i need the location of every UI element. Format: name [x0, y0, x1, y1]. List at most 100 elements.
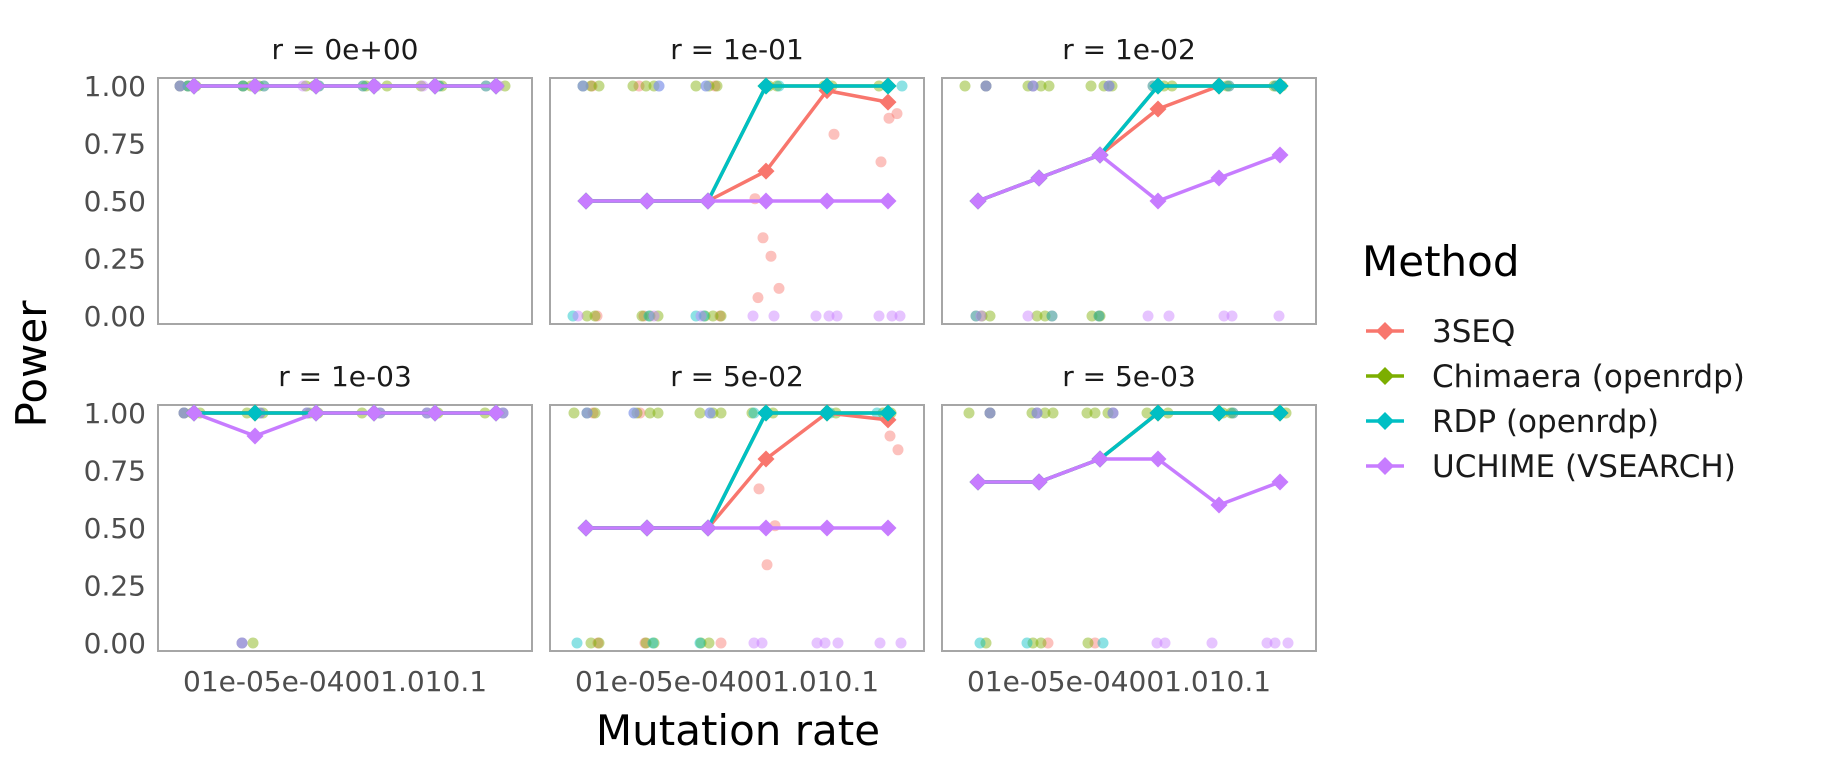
jitter-point	[748, 407, 760, 419]
jitter-point	[773, 282, 785, 294]
jitter-point	[178, 407, 190, 419]
jitter-point	[247, 637, 259, 649]
jitter-point	[1042, 637, 1054, 649]
jitter-point	[581, 407, 593, 419]
jitter-point	[581, 407, 593, 419]
series-marker	[487, 404, 505, 422]
jitter-point	[1021, 637, 1033, 649]
jitter-point	[587, 407, 599, 419]
series-marker	[638, 519, 656, 537]
jitter-point	[572, 310, 584, 322]
jitter-point	[178, 407, 190, 419]
jitter-point	[636, 310, 648, 322]
series-marker	[757, 162, 775, 180]
jitter-point	[236, 637, 248, 649]
jitter-point	[756, 637, 768, 649]
jitter-point	[704, 407, 716, 419]
jitter-point	[970, 310, 982, 322]
jitter-point	[568, 407, 580, 419]
jitter-point	[585, 637, 597, 649]
jitter-point	[1086, 310, 1098, 322]
jitter-point	[980, 637, 992, 649]
legend: Method 3SEQ Chimaera (openrdp) RDP (openrd…	[1362, 237, 1745, 485]
jitter-point	[591, 310, 603, 322]
jitter-point	[984, 310, 996, 322]
jitter-point	[1089, 637, 1101, 649]
y-tick-label: 1.00	[84, 397, 146, 430]
panel: r = 0e+00 0.00 0.25 0.50 0.75 1.00	[84, 33, 533, 333]
series-marker	[818, 404, 836, 422]
legend-key-marker	[1376, 412, 1394, 430]
jitter-point	[831, 310, 843, 322]
y-tick-label: 0.00	[84, 627, 146, 660]
series-marker	[818, 77, 836, 95]
jitter-point	[1027, 80, 1039, 92]
jitter-point	[1107, 407, 1119, 419]
jitter-point	[1046, 310, 1058, 322]
panel-border	[157, 77, 533, 325]
series-marker	[307, 404, 325, 422]
jitter-point	[892, 444, 904, 456]
series-line	[193, 411, 496, 438]
jitter-point	[640, 80, 652, 92]
jitter-point	[819, 637, 831, 649]
jitter-point	[174, 80, 186, 92]
jitter-point	[883, 112, 895, 124]
jitter-point	[810, 310, 822, 322]
series-marker	[1271, 146, 1289, 164]
jitter-point	[1027, 637, 1039, 649]
jitter-point	[1046, 310, 1058, 322]
panel: r = 1e-01	[549, 33, 925, 325]
jitter-point	[1031, 407, 1043, 419]
series-line	[978, 457, 1281, 507]
jitter-point	[1142, 310, 1154, 322]
series-marker	[757, 404, 775, 422]
panel: r = 1e-03 0.00 0.25 0.50 0.75 1.00 01e-05e-040…	[84, 360, 533, 698]
jitter-point	[746, 407, 758, 419]
jitter-point	[1094, 310, 1106, 322]
jitter-point	[874, 637, 886, 649]
y-tick-label: 0.25	[84, 243, 146, 276]
jitter-point	[1206, 637, 1218, 649]
series-marker	[1271, 77, 1289, 95]
jitter-point	[690, 310, 702, 322]
jitter-point	[628, 407, 640, 419]
jitter-point	[757, 232, 769, 244]
series-line	[977, 153, 1281, 203]
panel-title: r = 0e+00	[272, 33, 419, 66]
jitter-point	[711, 80, 723, 92]
jitter-point	[811, 637, 823, 649]
series-marker	[1030, 473, 1048, 491]
series-marker	[757, 77, 775, 95]
jitter-point	[593, 80, 605, 92]
series-marker	[1210, 404, 1228, 422]
x-tick-labels: 01e-05e-04001.010.1	[967, 665, 1271, 698]
legend-entry: Chimaera (openrdp)	[1366, 359, 1745, 395]
jitter-point	[1097, 637, 1109, 649]
jitter-point	[581, 310, 593, 322]
jitter-point	[1226, 310, 1238, 322]
jitter-point	[644, 407, 656, 419]
jitter-point	[648, 80, 660, 92]
panel-border	[941, 77, 1317, 325]
jitter-point	[1282, 637, 1294, 649]
jitter-point	[236, 637, 248, 649]
jitter-point	[627, 80, 639, 92]
jitter-point	[970, 310, 982, 322]
jitter-point	[174, 80, 186, 92]
jitter-point	[631, 407, 643, 419]
jitter-point	[577, 80, 589, 92]
jitter-point	[1026, 407, 1038, 419]
series-marker	[426, 77, 444, 95]
legend-label: Chimaera (openrdp)	[1432, 359, 1745, 395]
x-tick-labels: 01e-05e-04001.010.1	[575, 665, 879, 698]
jitter-point	[628, 407, 640, 419]
series-marker	[1210, 77, 1228, 95]
series-marker	[638, 192, 656, 210]
series-marker	[246, 77, 264, 95]
panel: r = 5e-02 01e-05e-04001.010.1	[549, 360, 925, 698]
jitter-point	[768, 310, 780, 322]
jitter-point	[577, 80, 589, 92]
jitter-point	[1085, 80, 1097, 92]
legend-entry: RDP (openrdp)	[1366, 404, 1659, 440]
